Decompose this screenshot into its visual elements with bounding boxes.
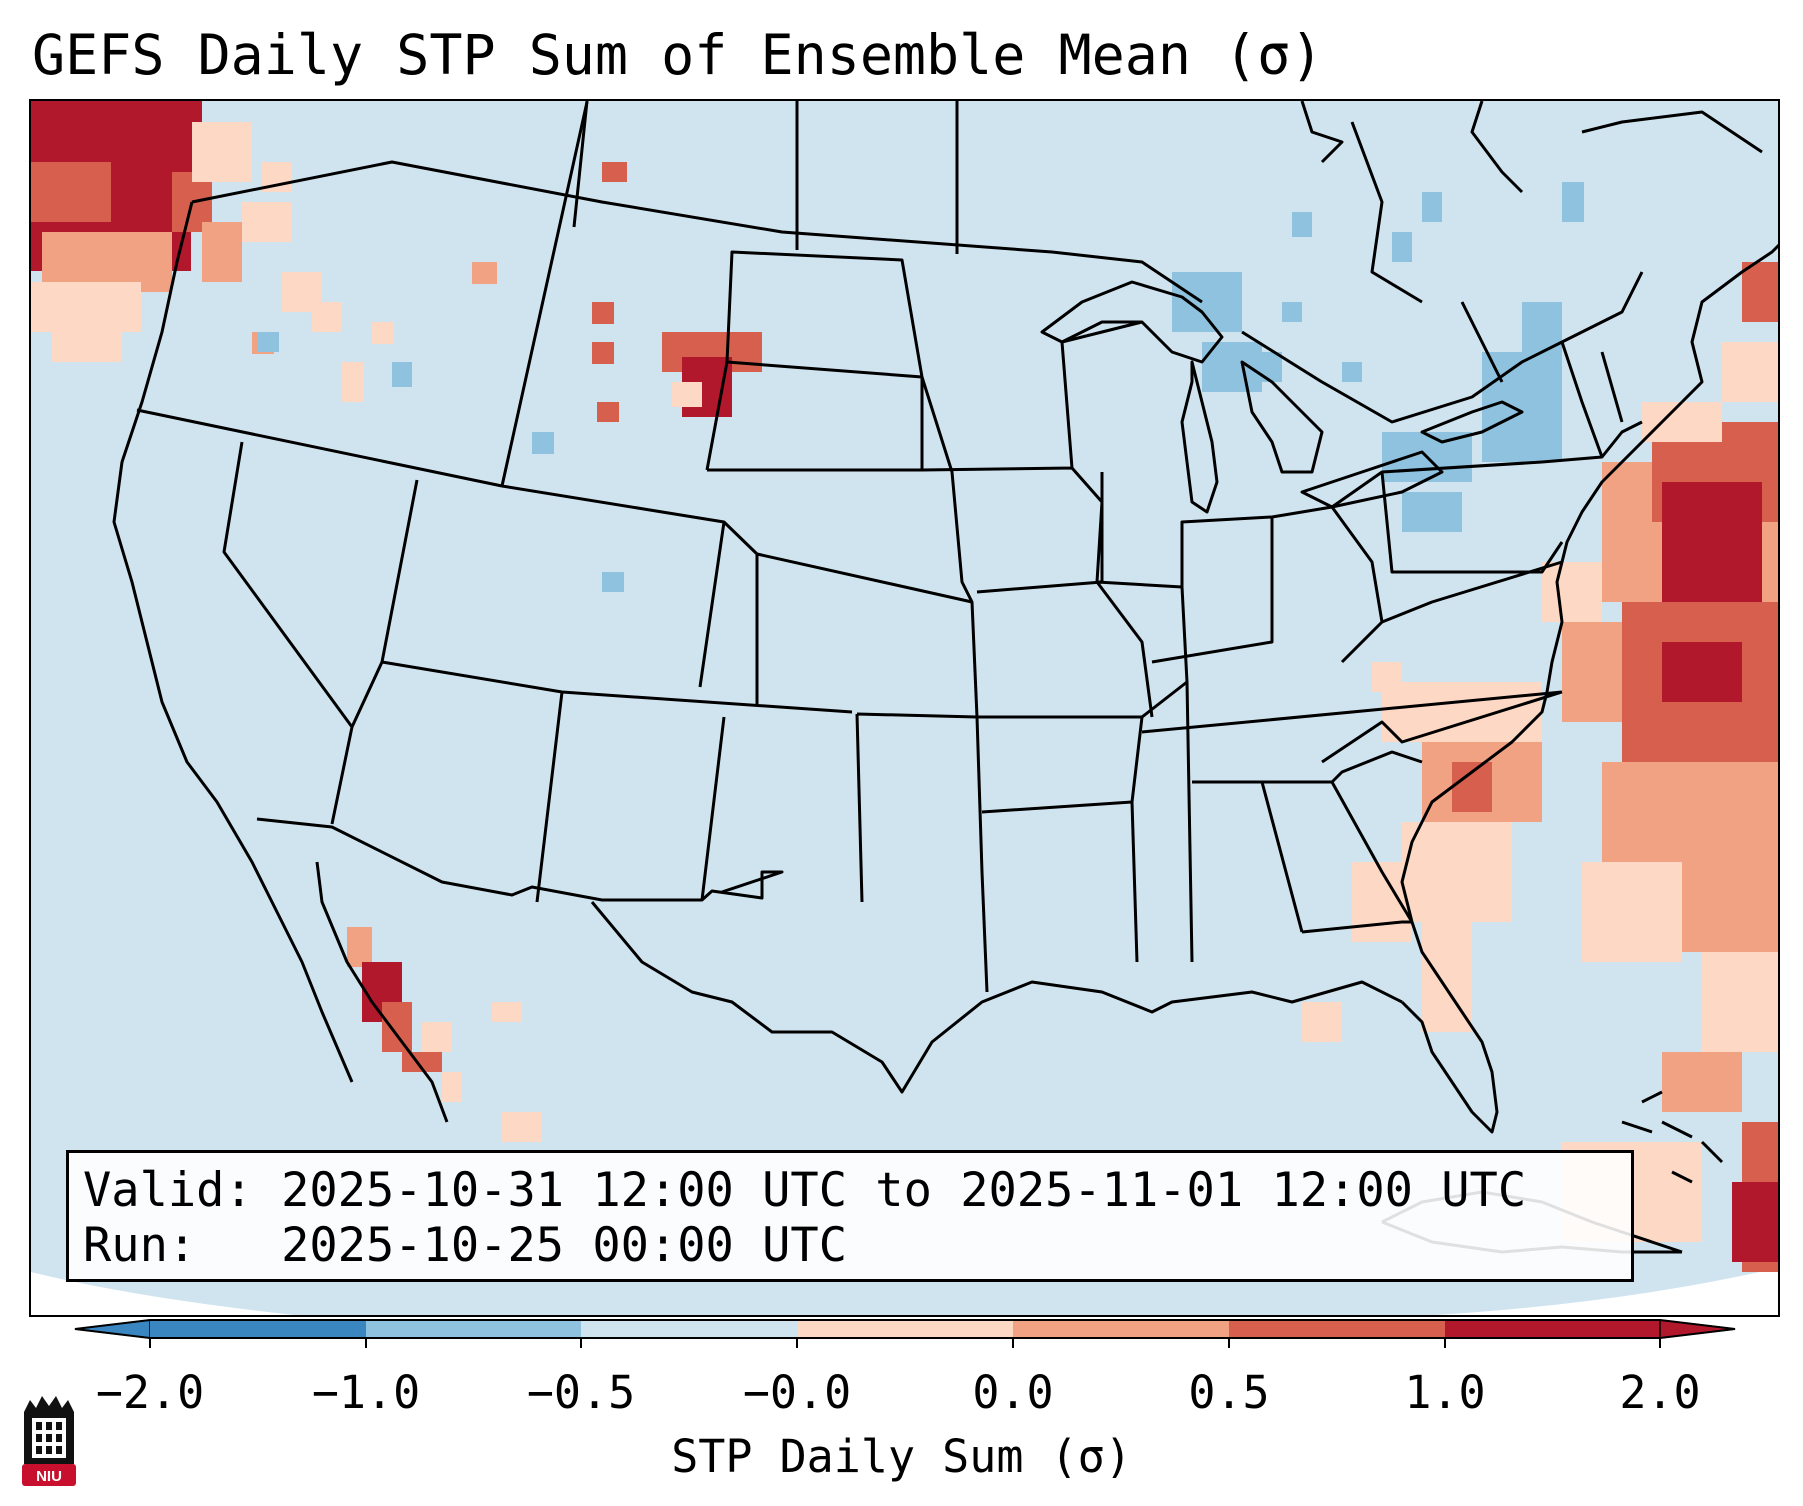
anomaly-block [31,162,111,222]
anomaly-block [1742,262,1778,322]
colorbar-tick-label: 0.0 [972,1366,1054,1419]
canada-province-lines [572,101,1504,383]
colorbar-tick-label: 2.0 [1619,1366,1701,1419]
anomaly-block [1402,822,1512,922]
colorbar-segment [1445,1320,1660,1338]
anomaly-block [192,122,252,182]
valid-line: Valid: 2025-10-31 12:00 UTC to 2025-11-0… [83,1163,1527,1218]
anomaly-block [1302,1002,1342,1042]
anomaly-block [672,382,702,407]
anomaly-block [1422,192,1442,222]
baja-coast [315,861,449,1123]
florida [1400,921,1499,1134]
colorbar-tick-label: −1.0 [311,1366,421,1419]
maine-coast [1680,243,1778,404]
anomaly-block [312,302,342,332]
anomaly-block [1372,662,1402,692]
anomaly-block [1582,862,1682,962]
colorbar-segment [797,1320,1013,1338]
anomaly-block [257,332,279,352]
anomaly-block [1722,342,1778,402]
anomaly-block [1662,1052,1742,1112]
colorbar-segment [1229,1320,1445,1338]
anomaly-block [1602,762,1778,862]
state-lines-south [1130,681,1563,963]
anomaly-block [1562,182,1584,222]
anomaly-block [1402,492,1462,532]
anomaly-block [392,362,412,387]
colorbar-segment [150,1320,366,1338]
anomaly-block [1392,232,1412,262]
anomaly-block [1732,1182,1778,1262]
anomaly-block [597,402,619,422]
state-lines-east [1380,341,1643,624]
anomaly-block [1292,212,1312,237]
anomaly-block [1352,862,1412,942]
colorbar-tick-label: −0.0 [742,1366,852,1419]
anomaly-block [242,202,292,242]
anomaly-block [1662,482,1762,602]
colorbar-label: STP Daily Sum (σ) [671,1430,1132,1483]
texas-coast [590,901,1403,1094]
us-canada-border-east [1241,271,1644,424]
colorbar-outline [74,1319,1736,1339]
valid-time-box: Valid: 2025-10-31 12:00 UTC to 2025-11-0… [66,1150,1634,1282]
anomaly-block [422,1022,452,1052]
colorbar-segment [581,1320,797,1338]
anomaly-block [342,362,364,402]
anomaly-block [1452,762,1492,812]
anomaly-block [602,572,624,592]
anomaly-block [592,302,614,324]
outside-domain [1648,1268,1778,1315]
colorbar-extend-low [74,1319,151,1339]
colorbar-tick-label: −0.5 [526,1366,636,1419]
anomaly-block [1642,402,1722,442]
anomaly-block [592,342,614,364]
state-lines-west [136,101,853,903]
us-canada-border [191,160,1203,304]
anomaly-block [1342,362,1362,382]
anomaly-block [442,1072,462,1102]
colorbar-segment [1013,1320,1229,1338]
logo-text: NIU [36,1468,62,1485]
anomaly-block [347,927,372,967]
anomaly-block [1682,862,1778,952]
anomaly-block [372,322,394,344]
niu-logo-icon: NIU [22,1396,76,1486]
mexico-border [256,817,784,902]
anomaly-block [502,1112,542,1142]
anomaly-block [1662,642,1742,702]
outside-domain [31,1272,295,1315]
map-canvas [31,101,1778,1315]
anomaly-block [1702,952,1778,1052]
anomaly-block [1282,302,1302,322]
map-panel [29,99,1780,1317]
west-coast [112,201,354,1083]
colorbar-tick-label: −2.0 [95,1366,205,1419]
colorbar-extend-high [1659,1319,1736,1339]
map-title: GEFS Daily STP Sum of Ensemble Mean (σ) [32,23,1324,87]
state-lines-plains [705,250,1144,993]
hudson-bay-coast [1300,101,1763,194]
anomaly-block [532,432,554,454]
anomaly-block [1542,562,1602,622]
anomaly-block [382,1002,412,1052]
anomaly-block [472,262,497,284]
boundary-lines [112,101,1778,1254]
anomaly-block [1382,682,1542,742]
bahamas [1621,1090,1724,1184]
colorbar-segment [366,1320,581,1338]
anomaly-block [202,222,242,282]
colorbar-tick-label: 1.0 [1404,1366,1486,1419]
anomaly-block [52,322,122,362]
anomaly-block [492,1002,522,1022]
anomaly-block [1172,272,1242,332]
run-line: Run: 2025-10-25 00:00 UTC [83,1218,848,1273]
anomaly-block [602,162,627,182]
colorbar-tick-label: 0.5 [1188,1366,1270,1419]
great-lakes [1040,280,1524,514]
east-coast [1400,400,1684,923]
